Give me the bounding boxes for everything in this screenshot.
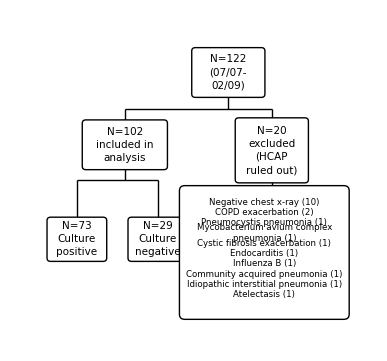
Text: Community acquired pneumonia (1): Community acquired pneumonia (1) bbox=[186, 270, 342, 279]
Text: N=102
included in
analysis: N=102 included in analysis bbox=[96, 127, 154, 163]
FancyBboxPatch shape bbox=[235, 118, 308, 183]
Text: Idiopathic interstitial pneumonia (1): Idiopathic interstitial pneumonia (1) bbox=[187, 280, 342, 289]
Text: N=29
Culture
negative: N=29 Culture negative bbox=[135, 221, 181, 257]
FancyBboxPatch shape bbox=[82, 120, 168, 170]
Text: Influenza B (1): Influenza B (1) bbox=[233, 259, 296, 268]
FancyBboxPatch shape bbox=[180, 186, 349, 319]
Text: Pneumocystis pneumonia (1): Pneumocystis pneumonia (1) bbox=[201, 218, 327, 227]
FancyBboxPatch shape bbox=[47, 217, 107, 261]
Text: Atelectasis (1): Atelectasis (1) bbox=[233, 290, 295, 299]
Text: Cystic fibrosis exacerbation (1): Cystic fibrosis exacerbation (1) bbox=[197, 239, 331, 248]
Text: N=73
Culture
positive: N=73 Culture positive bbox=[56, 221, 98, 257]
Text: Mycobacterium avium complex
pneumonia (1): Mycobacterium avium complex pneumonia (1… bbox=[197, 223, 332, 243]
Text: Endocarditis (1): Endocarditis (1) bbox=[230, 249, 298, 258]
Text: COPD exacerbation (2): COPD exacerbation (2) bbox=[215, 208, 313, 217]
Text: N=122
(07/07-
02/09): N=122 (07/07- 02/09) bbox=[210, 54, 247, 91]
FancyBboxPatch shape bbox=[192, 48, 265, 97]
Text: Negative chest x-ray (10): Negative chest x-ray (10) bbox=[209, 197, 320, 206]
FancyBboxPatch shape bbox=[128, 217, 188, 261]
Text: N=20
excluded
(HCAP
ruled out): N=20 excluded (HCAP ruled out) bbox=[246, 126, 298, 175]
